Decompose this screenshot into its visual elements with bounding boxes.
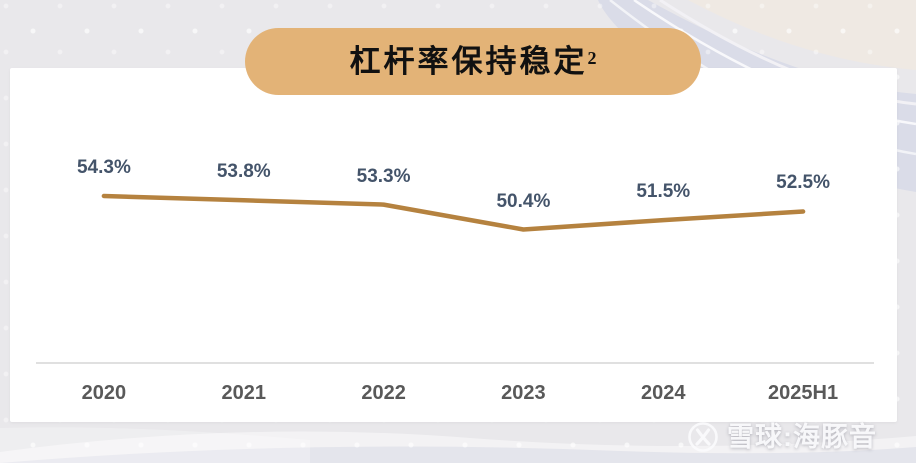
data-label: 51.5% bbox=[636, 181, 691, 203]
xueqiu-logo-icon bbox=[688, 422, 718, 452]
x-axis-label: 2020 bbox=[81, 382, 127, 404]
x-axis-label: 2023 bbox=[501, 382, 546, 404]
data-label: 53.8% bbox=[216, 161, 271, 183]
chart-card: 54.3% 2020 53.8% 2021 53.3% 2022 50.4% 2023 51.5… bbox=[10, 68, 897, 422]
x-axis-label: 2025H1 bbox=[768, 382, 839, 404]
data-label: 54.3% bbox=[76, 157, 131, 178]
watermark-text: 雪球:海豚音 bbox=[727, 422, 877, 452]
chart-title: 杠杆率保持稳定2 bbox=[350, 46, 597, 77]
chart-plot: 54.3% 2020 53.8% 2021 53.3% 2022 50.4% 2023 51.5… bbox=[10, 68, 897, 422]
data-label: 52.5% bbox=[776, 172, 831, 194]
data-label: 50.4% bbox=[496, 190, 551, 212]
chart-title-text: 杠杆率保持稳定 bbox=[349, 44, 588, 79]
watermark: 雪球:海豚音 bbox=[686, 420, 877, 454]
x-axis-label: 2024 bbox=[641, 382, 686, 404]
x-axis-label: 2021 bbox=[221, 382, 267, 404]
data-label: 53.3% bbox=[356, 165, 411, 187]
chart-title-superscript: 2 bbox=[587, 48, 597, 68]
leverage-ratio-line bbox=[101, 193, 806, 232]
chart-title-banner: 杠杆率保持稳定2 bbox=[245, 28, 701, 95]
x-axis-label: 2022 bbox=[361, 382, 406, 404]
